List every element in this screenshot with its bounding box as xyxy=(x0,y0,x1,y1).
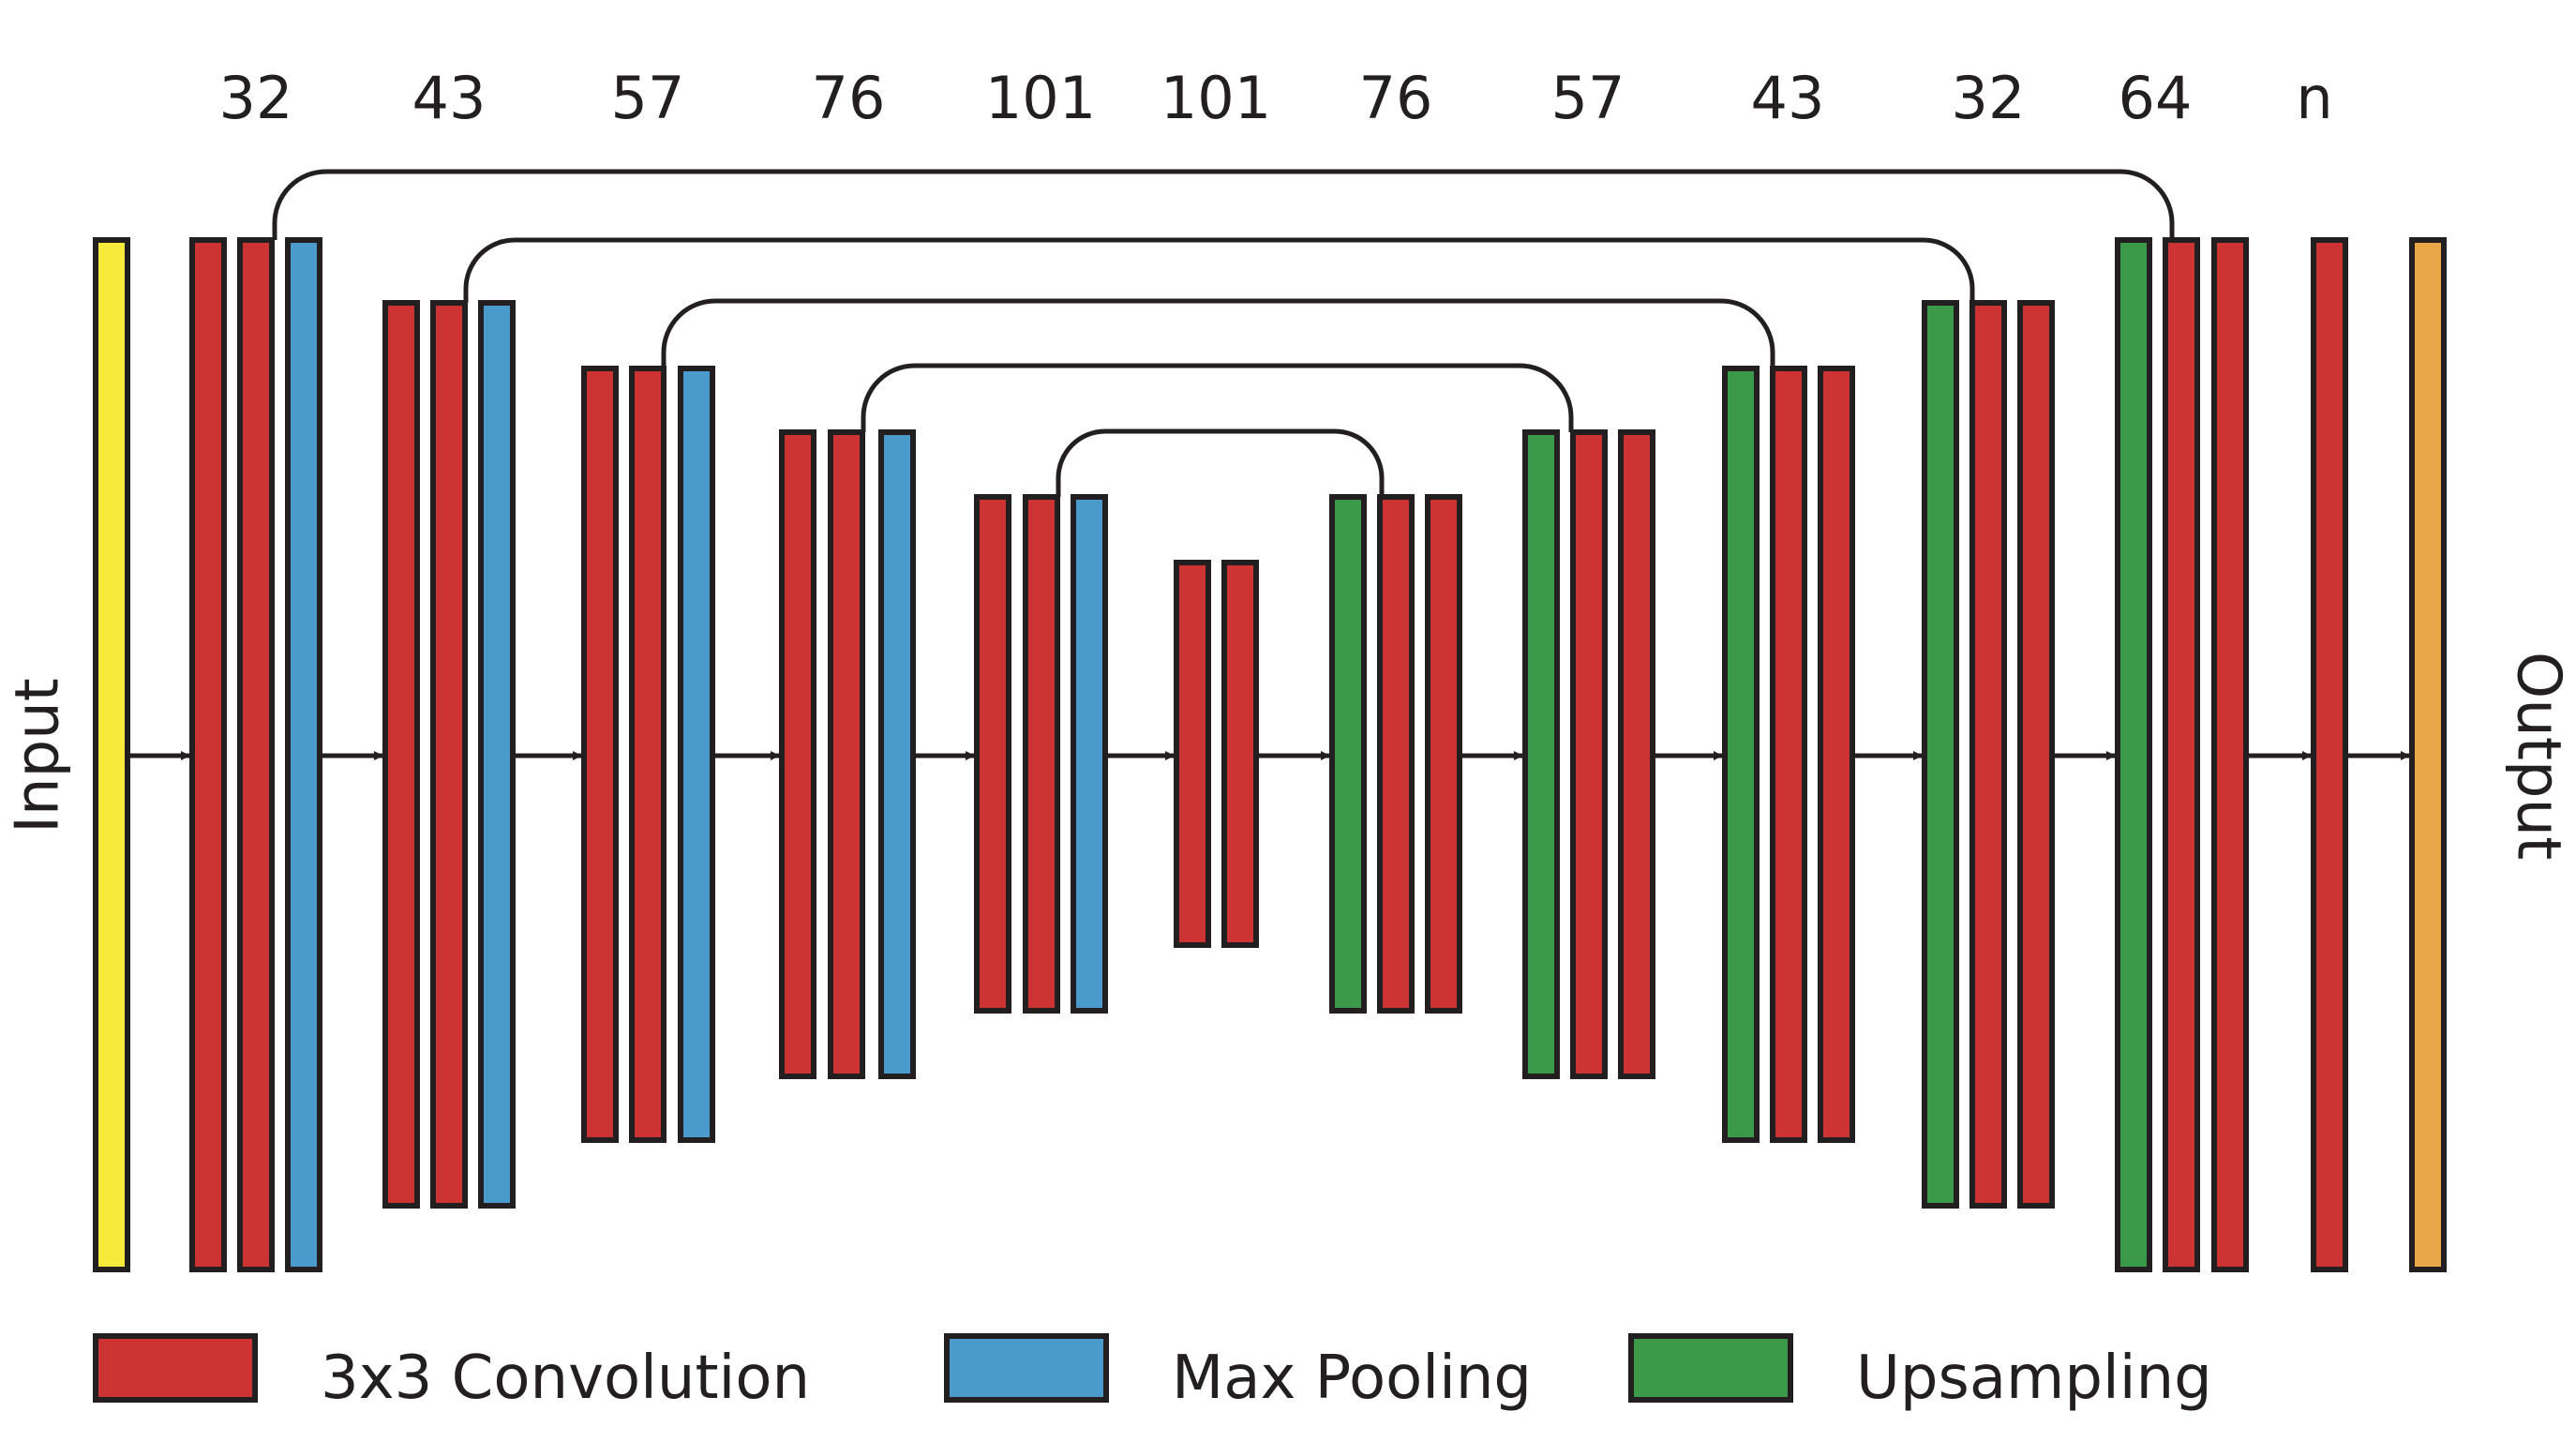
input-label: Input xyxy=(4,678,73,834)
bottleneck-conv-a-block xyxy=(1174,560,1211,948)
channel-label: 64 xyxy=(2119,64,2193,132)
skip-connection-level-1 xyxy=(272,169,2175,240)
enc4-conv-b-block xyxy=(828,429,865,1079)
enc1-pool-block xyxy=(285,237,322,1272)
legend-label-convolution: 3x3 Convolution xyxy=(321,1344,810,1413)
enc3-pool-block xyxy=(678,366,715,1143)
enc2-pool-block xyxy=(478,300,516,1209)
skip-connection-level-4 xyxy=(861,363,1574,432)
dec1-conv-b-block xyxy=(2211,237,2249,1272)
dec5-upsample-block xyxy=(1329,494,1367,1014)
enc5-conv-b-block xyxy=(1023,494,1060,1014)
channel-label: 32 xyxy=(219,64,293,132)
channel-label: 76 xyxy=(812,64,886,132)
skip-connection-level-3 xyxy=(661,298,1775,368)
dec3-conv-b-block xyxy=(1818,366,1855,1143)
dec4-upsample-block xyxy=(1522,429,1560,1079)
channel-label: 43 xyxy=(1751,64,1825,132)
legend-item-upsampling: Upsampling xyxy=(1628,1333,2212,1413)
input-layer-block xyxy=(93,237,130,1272)
layer-blocks xyxy=(93,237,2447,1272)
legend-label-max-pooling: Max Pooling xyxy=(1172,1344,1532,1413)
channel-label: 57 xyxy=(1551,64,1625,132)
dec1-conv-a-block xyxy=(2163,237,2200,1272)
legend-swatch-convolution xyxy=(93,1333,258,1403)
channel-label: 101 xyxy=(985,64,1096,132)
dec3-conv-a-block xyxy=(1770,366,1807,1143)
enc5-conv-a-block xyxy=(974,494,1011,1014)
channel-label: 32 xyxy=(1952,64,2026,132)
final-conv-block xyxy=(2311,237,2348,1272)
legend-swatch-max-pooling xyxy=(944,1333,1109,1403)
enc3-conv-b-block xyxy=(629,366,666,1143)
dec1-upsample-block xyxy=(2115,237,2152,1272)
legend-item-max-pooling: Max Pooling xyxy=(944,1333,1532,1413)
dec4-conv-a-block xyxy=(1570,429,1608,1079)
channel-label: 43 xyxy=(412,64,487,132)
enc3-conv-a-block xyxy=(581,366,619,1143)
dec2-conv-b-block xyxy=(2017,300,2055,1209)
output-layer-block xyxy=(2409,237,2447,1272)
legend-swatch-upsampling xyxy=(1628,1333,1793,1403)
dec5-conv-a-block xyxy=(1377,494,1415,1014)
dec3-upsample-block xyxy=(1722,366,1760,1143)
channel-label: 76 xyxy=(1359,64,1433,132)
skip-connection-level-5 xyxy=(1056,428,1385,497)
dec5-conv-b-block xyxy=(1425,494,1462,1014)
enc1-conv-a-block xyxy=(189,237,227,1272)
enc4-conv-a-block xyxy=(779,429,816,1079)
channel-label: n xyxy=(2296,64,2332,132)
enc2-conv-a-block xyxy=(382,300,420,1209)
dec2-conv-a-block xyxy=(1969,300,2007,1209)
enc2-conv-b-block xyxy=(430,300,468,1209)
dec2-upsample-block xyxy=(1922,300,1959,1209)
channel-count-labels: 32 43 57 76 101 101 76 57 43 32 64 n xyxy=(219,64,2333,132)
skip-connection-level-2 xyxy=(463,237,1975,303)
bottleneck-conv-b-block xyxy=(1221,560,1259,948)
channel-label: 57 xyxy=(611,64,685,132)
enc1-conv-b-block xyxy=(237,237,275,1272)
legend-label-upsampling: Upsampling xyxy=(1856,1344,2212,1413)
enc5-pool-block xyxy=(1071,494,1108,1014)
dec4-conv-b-block xyxy=(1618,429,1655,1079)
channel-label: 101 xyxy=(1161,64,1271,132)
enc4-pool-block xyxy=(878,429,916,1079)
skip-connections xyxy=(272,169,2175,497)
legend-item-convolution: 3x3 Convolution xyxy=(93,1333,810,1413)
legend: 3x3 Convolution Max Pooling Upsampling xyxy=(93,1333,2212,1413)
output-label: Output xyxy=(2503,652,2572,860)
